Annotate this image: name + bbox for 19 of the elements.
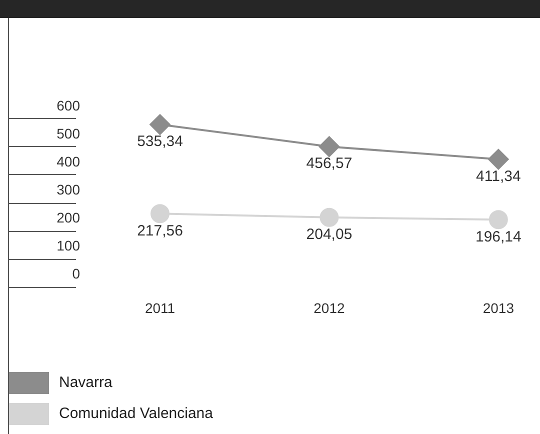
data-label: 456,57 [306,155,352,172]
legend-label: Comunidad Valenciana [59,405,213,422]
y-tick-label: 600 [56,97,80,114]
y-tick-label: 0 [72,265,80,282]
legend-label: Navarra [59,374,112,391]
data-label: 204,05 [306,226,352,244]
x-tick-label: 2013 [482,300,514,316]
data-label: 196,14 [475,228,522,246]
data-label: 217,56 [137,222,183,240]
x-tick-label: 2011 [144,300,176,316]
y-tick-label: 100 [56,237,80,254]
data-label: 535,34 [137,133,183,150]
y-tick-label: 400 [56,153,80,170]
y-tick-label: 500 [56,125,80,142]
y-tick-label: 200 [56,209,80,226]
x-tick-label: 2012 [314,300,345,316]
y-tick-label: 300 [56,181,80,198]
legend: Navarra Comunidad Valenciana [8,363,540,434]
data-label: 411,34 [476,168,521,185]
